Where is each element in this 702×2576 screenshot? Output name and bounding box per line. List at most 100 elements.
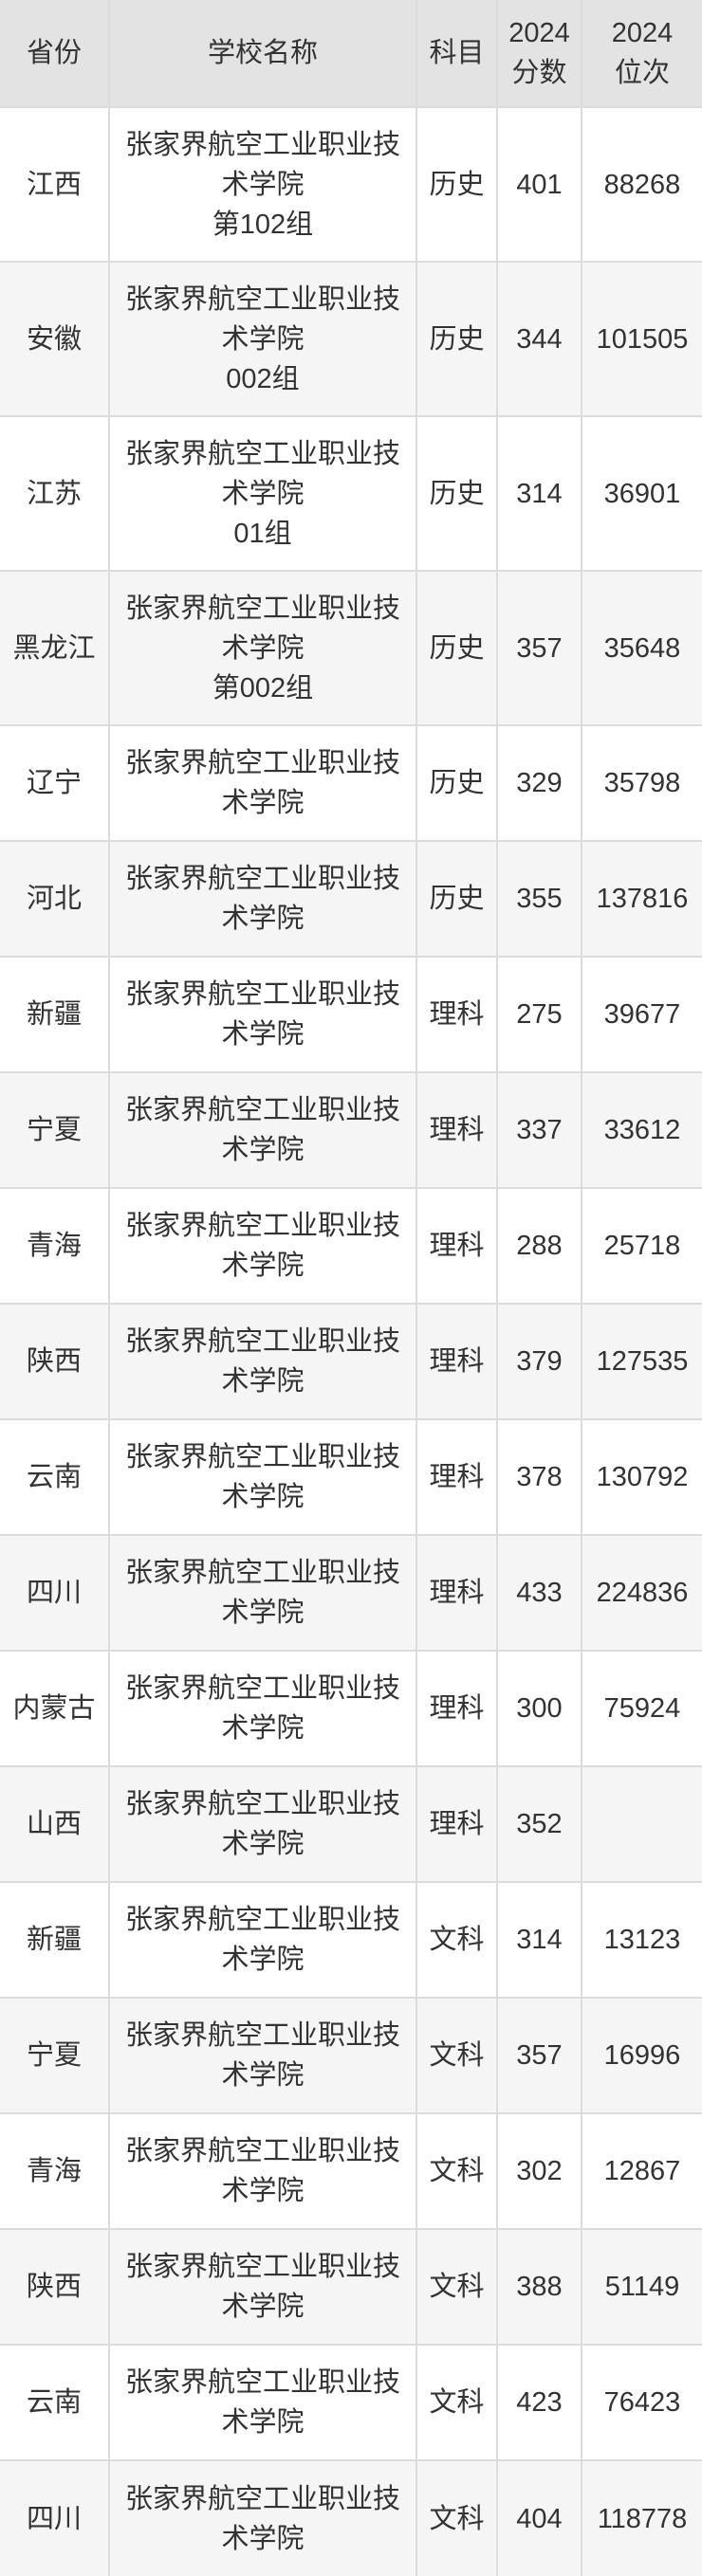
subject-cell: 文科 xyxy=(416,2112,498,2230)
school-cell: 张家界航空工业职业技术学院 xyxy=(108,1765,417,1883)
rank-cell: 101505 xyxy=(581,261,702,417)
header-row: 省份 学校名称 科目 2024 分数 2024 位次 xyxy=(0,0,702,108)
province-cell: 新疆 xyxy=(0,1881,110,1999)
subject-cell: 理科 xyxy=(416,1303,498,1420)
table-row: 新疆 张家界航空工业职业技术学院 文科 314 13123 xyxy=(0,1881,702,1999)
province-cell: 四川 xyxy=(0,2459,110,2576)
school-name: 张家界航空工业职业技术学院 xyxy=(124,2483,400,2554)
school-cell: 张家界航空工业职业技术学院 xyxy=(108,2112,417,2230)
score-cell: 314 xyxy=(496,1881,582,1999)
rank-cell: 25718 xyxy=(581,1187,702,1305)
school-name: 张家界航空工业职业技术学院 xyxy=(124,283,400,355)
rank-cell: 51149 xyxy=(581,2228,702,2346)
rank-cell: 127535 xyxy=(581,1303,702,1420)
score-cell: 288 xyxy=(496,1187,582,1305)
province-cell: 青海 xyxy=(0,1187,110,1305)
subject-cell: 理科 xyxy=(416,1765,498,1883)
province-cell: 云南 xyxy=(0,2344,110,2461)
subject-cell: 理科 xyxy=(416,956,498,1073)
school-name: 张家界航空工业职业技术学院 xyxy=(124,864,400,934)
table-row: 江西 张家界航空工业职业技术学院 第102组 历史 401 88268 xyxy=(0,106,702,263)
province-cell: 陕西 xyxy=(0,2228,110,2346)
rank-cell: 35648 xyxy=(581,570,702,726)
school-group: 第102组 xyxy=(212,209,314,240)
score-cell: 329 xyxy=(496,724,582,842)
school-name: 张家界航空工业职业技术学院 xyxy=(124,1789,400,1859)
subject-cell: 文科 xyxy=(416,2344,498,2461)
school-cell: 张家界航空工业职业技术学院 xyxy=(108,1881,417,1999)
province-cell: 云南 xyxy=(0,1418,110,1536)
province-cell: 新疆 xyxy=(0,956,110,1073)
province-cell: 黑龙江 xyxy=(0,570,110,726)
province-cell: 山西 xyxy=(0,1765,110,1883)
subject-cell: 理科 xyxy=(416,1187,498,1305)
school-name: 张家界航空工业职业技术学院 xyxy=(124,1673,400,1744)
school-cell: 张家界航空工业职业技术学院 01组 xyxy=(108,415,417,572)
score-cell: 355 xyxy=(496,840,582,958)
subject-cell: 历史 xyxy=(416,840,498,958)
school-cell: 张家界航空工业职业技术学院 xyxy=(108,840,417,958)
table-row: 宁夏 张家界航空工业职业技术学院 文科 357 16996 xyxy=(0,1997,702,2114)
score-cell: 404 xyxy=(496,2459,582,2576)
province-cell: 江苏 xyxy=(0,415,110,572)
province-cell: 江西 xyxy=(0,106,110,263)
school-group: 002组 xyxy=(226,363,300,394)
school-cell: 张家界航空工业职业技术学院 xyxy=(108,2459,417,2576)
column-header-score-line1: 2024 xyxy=(508,18,570,48)
school-cell: 张家界航空工业职业技术学院 xyxy=(108,1071,417,1189)
rank-cell: 75924 xyxy=(581,1650,702,1767)
school-name: 张家界航空工业职业技术学院 xyxy=(124,129,400,200)
rank-cell: 76423 xyxy=(581,2344,702,2461)
rank-cell: 137816 xyxy=(581,840,702,958)
table-row: 青海 张家界航空工业职业技术学院 理科 288 25718 xyxy=(0,1187,702,1305)
subject-cell: 历史 xyxy=(416,261,498,417)
school-name: 张家界航空工业职业技术学院 xyxy=(124,1558,400,1628)
column-header-school: 学校名称 xyxy=(108,0,417,108)
school-name: 张家界航空工业职业技术学院 xyxy=(124,1326,400,1397)
score-cell: 388 xyxy=(496,2228,582,2346)
rank-cell: 12867 xyxy=(581,2112,702,2230)
school-name: 张家界航空工业职业技术学院 xyxy=(124,748,400,818)
rank-cell: 224836 xyxy=(581,1534,702,1652)
table-row: 宁夏 张家界航空工业职业技术学院 理科 337 33612 xyxy=(0,1071,702,1189)
subject-cell: 理科 xyxy=(416,1650,498,1767)
school-cell: 张家界航空工业职业技术学院 xyxy=(108,724,417,842)
table-row: 新疆 张家界航空工业职业技术学院 理科 275 39677 xyxy=(0,956,702,1073)
school-cell: 张家界航空工业职业技术学院 xyxy=(108,1534,417,1652)
rank-cell: 36901 xyxy=(581,415,702,572)
subject-cell: 历史 xyxy=(416,415,498,572)
score-cell: 423 xyxy=(496,2344,582,2461)
subject-cell: 历史 xyxy=(416,106,498,263)
school-group: 第002组 xyxy=(212,672,314,703)
column-header-subject: 科目 xyxy=(416,0,498,108)
subject-cell: 历史 xyxy=(416,570,498,726)
rank-cell: 16996 xyxy=(581,1997,702,2114)
table-row: 四川 张家界航空工业职业技术学院 文科 404 118778 xyxy=(0,2459,702,2576)
score-cell: 357 xyxy=(496,1997,582,2114)
school-cell: 张家界航空工业职业技术学院 第102组 xyxy=(108,106,417,263)
province-cell: 安徽 xyxy=(0,261,110,417)
table-row: 江苏 张家界航空工业职业技术学院 01组 历史 314 36901 xyxy=(0,415,702,572)
school-name: 张家界航空工业职业技术学院 xyxy=(124,1905,400,1975)
score-cell: 401 xyxy=(496,106,582,263)
school-cell: 张家界航空工业职业技术学院 xyxy=(108,1650,417,1767)
school-name: 张家界航空工业职业技术学院 xyxy=(124,1442,400,1512)
score-cell: 275 xyxy=(496,956,582,1073)
province-cell: 青海 xyxy=(0,2112,110,2230)
score-cell: 302 xyxy=(496,2112,582,2230)
rank-cell: 39677 xyxy=(581,956,702,1073)
table-row: 四川 张家界航空工业职业技术学院 理科 433 224836 xyxy=(0,1534,702,1652)
score-cell: 352 xyxy=(496,1765,582,1883)
table-row: 安徽 张家界航空工业职业技术学院 002组 历史 344 101505 xyxy=(0,261,702,417)
subject-cell: 理科 xyxy=(416,1534,498,1652)
school-cell: 张家界航空工业职业技术学院 xyxy=(108,2344,417,2461)
school-name: 张家界航空工业职业技术学院 xyxy=(124,2020,400,2091)
table-row: 辽宁 张家界航空工业职业技术学院 历史 329 35798 xyxy=(0,724,702,842)
score-cell: 433 xyxy=(496,1534,582,1652)
rank-cell: 13123 xyxy=(581,1881,702,1999)
school-cell: 张家界航空工业职业技术学院 002组 xyxy=(108,261,417,417)
school-name: 张家界航空工业职业技术学院 xyxy=(124,2367,400,2438)
score-cell: 300 xyxy=(496,1650,582,1767)
rank-cell: 130792 xyxy=(581,1418,702,1536)
score-cell: 314 xyxy=(496,415,582,572)
